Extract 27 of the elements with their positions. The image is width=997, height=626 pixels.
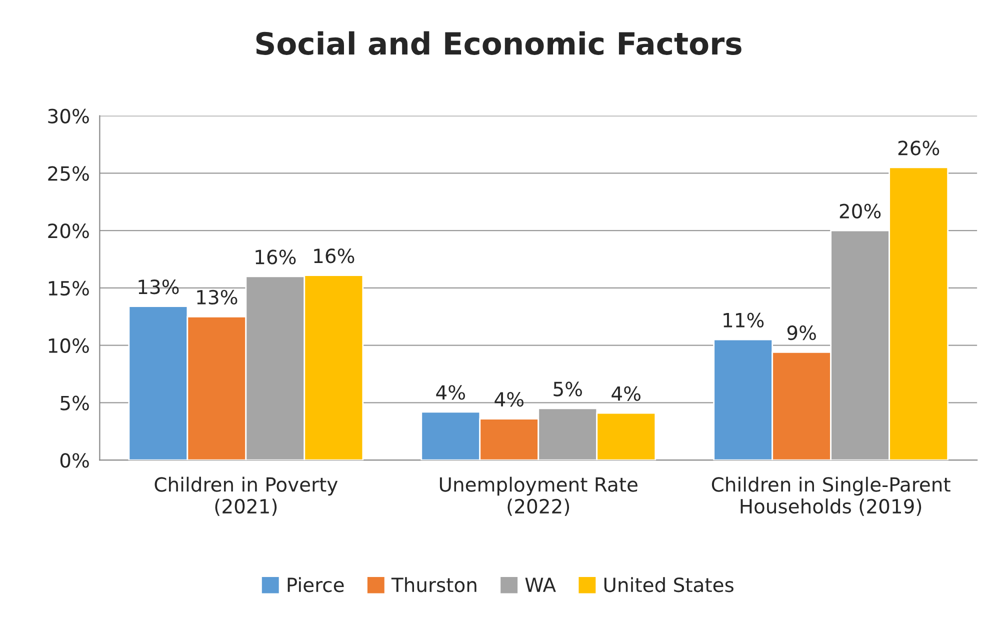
data-label: 4% xyxy=(612,386,640,401)
data-label: 9% xyxy=(787,325,816,340)
chart-title: Social and Economic Factors xyxy=(256,31,742,55)
data-label: 11% xyxy=(724,312,764,328)
data-label: 20% xyxy=(840,204,881,218)
data-label: 13% xyxy=(138,280,179,294)
x-tick-label: Children in Single-Parent Households (2019) xyxy=(712,476,950,516)
y-tick-label: 10% xyxy=(48,338,89,354)
x-tick-label: Unemployment Rate (2022) xyxy=(440,476,638,516)
legend-label: Thurston xyxy=(391,577,476,592)
y-tick-label: 5% xyxy=(60,396,89,410)
data-label: 13% xyxy=(197,290,238,305)
data-label: 5% xyxy=(554,382,582,396)
legend-label: Pierce xyxy=(288,577,344,592)
data-label: 4% xyxy=(436,385,465,400)
data-label: 26% xyxy=(898,140,940,156)
data-label: 16% xyxy=(256,250,296,264)
x-tick-label: Children in Poverty (2021) xyxy=(154,476,338,516)
data-label: 4% xyxy=(494,392,524,407)
y-tick-label: 20% xyxy=(48,224,89,238)
legend-label: United States xyxy=(604,577,734,592)
y-tick-label: 15% xyxy=(48,280,89,296)
legend-label: WA xyxy=(525,578,556,592)
data-label: 16% xyxy=(314,248,354,264)
y-tick-label: 0% xyxy=(60,453,89,468)
y-tick-label: 25% xyxy=(48,166,89,181)
y-tick-label: 30% xyxy=(48,108,89,124)
